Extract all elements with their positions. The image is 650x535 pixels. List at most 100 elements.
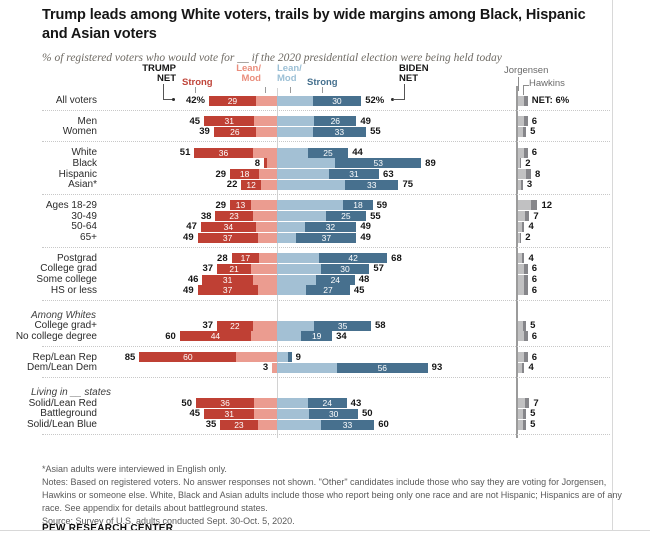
thirdparty-bar — [518, 274, 528, 285]
strong-biden-label: 30 — [328, 408, 339, 419]
jorgensen-segment — [518, 158, 521, 169]
biden-bar: 31 — [277, 169, 380, 179]
strong-biden-segment: 30 — [312, 95, 362, 106]
trump-net-value: 51 — [179, 147, 191, 159]
strong-trump-label: 23 — [229, 211, 239, 222]
hawkins-segment — [521, 179, 523, 190]
trump-net-value: 39 — [199, 126, 210, 138]
lean-biden-segment — [277, 263, 321, 274]
lean-trump-segment — [252, 147, 277, 158]
jorgensen-segment — [518, 320, 524, 331]
strong-biden-segment: 19 — [301, 331, 333, 342]
row-label: Postgrad — [56, 252, 97, 264]
strong-trump-label: 37 — [222, 232, 233, 243]
group-separator — [42, 141, 610, 143]
chart-row: Dem/Lean Dem 3 56 93 4 — [0, 362, 650, 373]
thirdparty-bar — [518, 352, 528, 363]
biden-net-value: 68 — [391, 252, 402, 264]
strong-biden-segment: 32 — [304, 221, 357, 232]
trump-bar: 18 — [230, 169, 277, 179]
trump-net-value: 49 — [183, 284, 194, 296]
strong-trump-segment: 37 — [197, 285, 258, 296]
trump-net-value: 50 — [181, 397, 192, 409]
strong-biden-tick — [322, 87, 323, 93]
row-label: Ages 18-29 — [45, 199, 97, 211]
thirdparty-bar — [518, 169, 531, 179]
trump-bar: 44 — [179, 331, 277, 342]
thirdparty-bar — [518, 263, 528, 274]
biden-net-value: 59 — [376, 199, 388, 211]
trump-net-value: 49 — [183, 232, 194, 243]
strong-biden-segment: 26 — [314, 116, 357, 127]
hawkins-segment — [522, 253, 525, 264]
strong-trump-label: 34 — [223, 221, 234, 232]
lean-biden-segment — [277, 352, 289, 363]
biden-net-connector-line — [393, 84, 405, 100]
chart-row: College grad 37 21 30 57 6 — [0, 263, 650, 274]
trump-bar: 23 — [215, 211, 277, 222]
trump-bar: 26 — [213, 126, 277, 137]
thirdparty-net-value: 8 — [534, 168, 541, 180]
jorgensen-connector-line — [518, 77, 519, 91]
legend-hawkins: Hawkins — [529, 78, 565, 89]
strong-trump-segment: 23 — [215, 211, 253, 222]
row-label: Hispanic — [58, 168, 97, 180]
jorgensen-segment — [518, 285, 525, 296]
trump-bar: 36 — [196, 398, 277, 409]
trump-net-value: 28 — [217, 252, 228, 264]
trump-net-value: 38 — [200, 210, 212, 222]
third-party-axis-line — [516, 86, 518, 438]
thirdparty-bar — [518, 232, 522, 243]
jorgensen-segment — [518, 126, 524, 137]
jorgensen-segment — [518, 232, 521, 243]
thirdparty-net-value: 7 — [533, 210, 539, 222]
trump-bar: 22 — [217, 320, 277, 331]
strong-biden-label: 33 — [334, 126, 345, 137]
row-label: Solid/Lean Red — [28, 397, 97, 409]
trump-bar: 17 — [231, 253, 277, 264]
strong-biden-label: 31 — [349, 169, 359, 179]
chart-row: Solid/Lean Blue 35 23 33 60 5 — [0, 419, 650, 430]
strong-trump-segment: 31 — [204, 116, 255, 127]
trump-net-value: 29 — [215, 199, 227, 211]
strong-biden-segment: 24 — [307, 398, 347, 409]
biden-net-value: 63 — [383, 168, 394, 180]
strong-trump-label: 12 — [246, 179, 256, 190]
thirdparty-bar — [518, 158, 522, 169]
row-label: Men — [77, 115, 97, 127]
trump-bar: 12 — [241, 179, 277, 190]
jorgensen-segment — [518, 179, 522, 190]
biden-bar: 30 — [277, 263, 370, 274]
biden-net-value: 34 — [336, 330, 347, 342]
trump-net-value: 47 — [186, 221, 197, 233]
chart-row: HS or less 49 37 27 45 6 — [0, 285, 650, 296]
pew-research-center-logo: PEW RESEARCH CENTER — [42, 523, 174, 534]
lean-biden-segment — [277, 126, 313, 137]
chart-row: All voters 42% 29 30 52% NET: 6% — [0, 95, 650, 106]
group-separator — [42, 345, 610, 347]
hawkins-segment — [520, 158, 522, 169]
chart-row: No college degree 60 44 19 34 6 — [0, 331, 650, 342]
strong-trump-label: 31 — [224, 408, 234, 419]
thirdparty-bar — [518, 419, 527, 430]
strong-biden-segment: 42 — [319, 253, 388, 264]
chart-row: Asian* 22 12 33 75 3 — [0, 179, 650, 190]
strong-trump-segment: 37 — [197, 232, 258, 243]
strong-biden-segment: 35 — [314, 320, 371, 331]
row-label: All voters — [55, 95, 97, 106]
legend-trump-net: TRUMP NET — [142, 63, 176, 84]
strong-trump-label: 13 — [235, 200, 246, 211]
thirdparty-bar — [518, 285, 528, 296]
footnote-source: Source: Survey of U.S. adults conducted … — [42, 516, 295, 526]
strong-trump-label: 22 — [230, 320, 240, 331]
row-label: Dem/Lean Dem — [26, 362, 97, 374]
biden-net-value: 49 — [360, 115, 371, 127]
jorgensen-segment — [518, 95, 525, 106]
row-label: HS or less — [50, 284, 97, 296]
row-label: College grad+ — [34, 320, 97, 332]
thirdparty-net-value: 6 — [531, 351, 538, 363]
strong-trump-segment: 60 — [139, 352, 237, 363]
strong-biden-label: 33 — [367, 179, 377, 190]
jorgensen-segment — [518, 398, 526, 409]
